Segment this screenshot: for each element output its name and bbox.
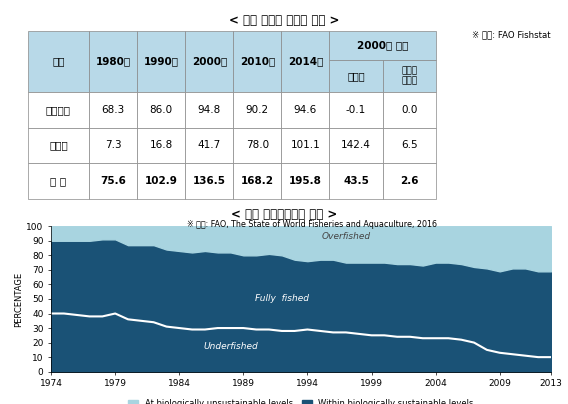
Text: 94.8: 94.8 — [198, 105, 221, 115]
Bar — [383, 60, 436, 92]
Bar — [329, 92, 383, 128]
Bar — [185, 31, 233, 92]
Bar — [233, 92, 281, 128]
Text: 1980년: 1980년 — [95, 57, 131, 66]
Bar — [89, 163, 137, 199]
Text: ※ 출처: FAO, The State of World Fisheries and Aquaculture, 2016: ※ 출처: FAO, The State of World Fisheries … — [187, 220, 437, 229]
Text: 142.4: 142.4 — [341, 141, 371, 150]
Bar — [89, 128, 137, 163]
Text: 0.0: 0.0 — [401, 105, 417, 115]
Bar — [28, 128, 89, 163]
Text: ※ 출처: FAO Fishstat: ※ 출처: FAO Fishstat — [473, 30, 551, 39]
Text: 102.9: 102.9 — [145, 176, 178, 186]
Text: 합 계: 합 계 — [51, 176, 66, 186]
Bar — [281, 163, 329, 199]
Text: 양식업: 양식업 — [49, 141, 68, 150]
Text: 2000년: 2000년 — [191, 57, 227, 66]
Text: < 세계 수산물 생산량 추이 >: < 세계 수산물 생산량 추이 > — [229, 14, 339, 27]
Text: 구분: 구분 — [52, 57, 65, 66]
Bar — [233, 128, 281, 163]
Bar — [137, 92, 185, 128]
Text: 43.5: 43.5 — [343, 176, 369, 186]
Text: 2014년: 2014년 — [287, 57, 323, 66]
Text: 86.0: 86.0 — [149, 105, 173, 115]
Bar — [233, 163, 281, 199]
Text: -0.1: -0.1 — [346, 105, 366, 115]
Bar — [28, 163, 89, 199]
Text: < 세계 수산자원상태 추이 >: < 세계 수산자원상태 추이 > — [231, 208, 337, 221]
Text: 2.6: 2.6 — [400, 176, 419, 186]
Text: 7.3: 7.3 — [105, 141, 122, 150]
Text: 41.7: 41.7 — [198, 141, 221, 150]
Bar — [233, 31, 281, 92]
Bar — [28, 92, 89, 128]
Bar — [329, 163, 383, 199]
Legend: At biologically unsustainable levels, Within biologically sustainable levels: At biologically unsustainable levels, Wi… — [125, 396, 477, 404]
Text: 90.2: 90.2 — [246, 105, 269, 115]
Bar — [281, 31, 329, 92]
Text: 6.5: 6.5 — [401, 141, 418, 150]
Text: 136.5: 136.5 — [193, 176, 225, 186]
Text: 2000년 대비: 2000년 대비 — [357, 40, 408, 50]
Text: 1990년: 1990년 — [144, 57, 179, 66]
Bar — [329, 128, 383, 163]
Text: 94.6: 94.6 — [294, 105, 317, 115]
Bar — [281, 92, 329, 128]
Text: 78.0: 78.0 — [246, 141, 269, 150]
Bar — [185, 128, 233, 163]
Text: 연평균
증가율: 연평균 증가율 — [402, 66, 417, 86]
Text: 2010년: 2010년 — [240, 57, 275, 66]
Text: 75.6: 75.6 — [100, 176, 126, 186]
Text: 195.8: 195.8 — [289, 176, 322, 186]
Text: 어선어업: 어선어업 — [46, 105, 71, 115]
Text: 증가율: 증가율 — [347, 71, 365, 81]
Bar — [185, 92, 233, 128]
Text: Fully  fished: Fully fished — [255, 295, 309, 303]
Text: 168.2: 168.2 — [241, 176, 274, 186]
Bar — [137, 31, 185, 92]
Text: 101.1: 101.1 — [290, 141, 320, 150]
Bar — [383, 92, 436, 128]
Bar — [137, 128, 185, 163]
Bar — [329, 31, 436, 60]
Bar — [89, 31, 137, 92]
Text: Overfished: Overfished — [321, 232, 370, 241]
Bar — [383, 163, 436, 199]
Bar — [281, 128, 329, 163]
Bar — [329, 60, 383, 92]
Bar — [89, 92, 137, 128]
Bar — [185, 163, 233, 199]
Text: 68.3: 68.3 — [102, 105, 125, 115]
Text: Underfished: Underfished — [203, 343, 258, 351]
Bar — [137, 163, 185, 199]
Y-axis label: PERCENTAGE: PERCENTAGE — [14, 271, 23, 326]
Bar — [383, 128, 436, 163]
Bar — [28, 31, 89, 92]
Text: 16.8: 16.8 — [149, 141, 173, 150]
